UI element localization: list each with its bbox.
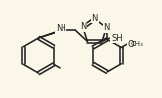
Text: N: N (80, 22, 86, 31)
Text: N: N (92, 14, 98, 23)
Text: SH: SH (111, 34, 123, 43)
Text: N: N (104, 23, 110, 32)
Text: CH₃: CH₃ (131, 41, 144, 47)
Text: N: N (56, 24, 62, 33)
Text: H: H (59, 24, 65, 33)
Text: O: O (128, 40, 134, 49)
